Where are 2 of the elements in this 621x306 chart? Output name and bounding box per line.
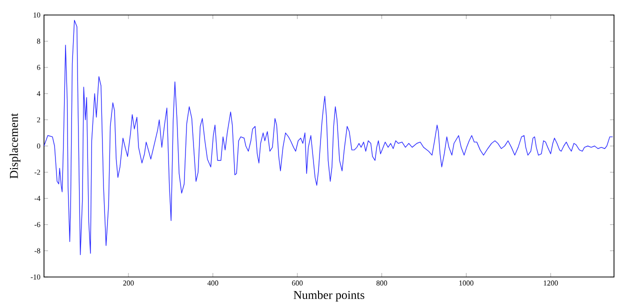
y-axis-title: Displacement (10, 113, 20, 179)
x-axis-title: Number points (294, 290, 364, 302)
